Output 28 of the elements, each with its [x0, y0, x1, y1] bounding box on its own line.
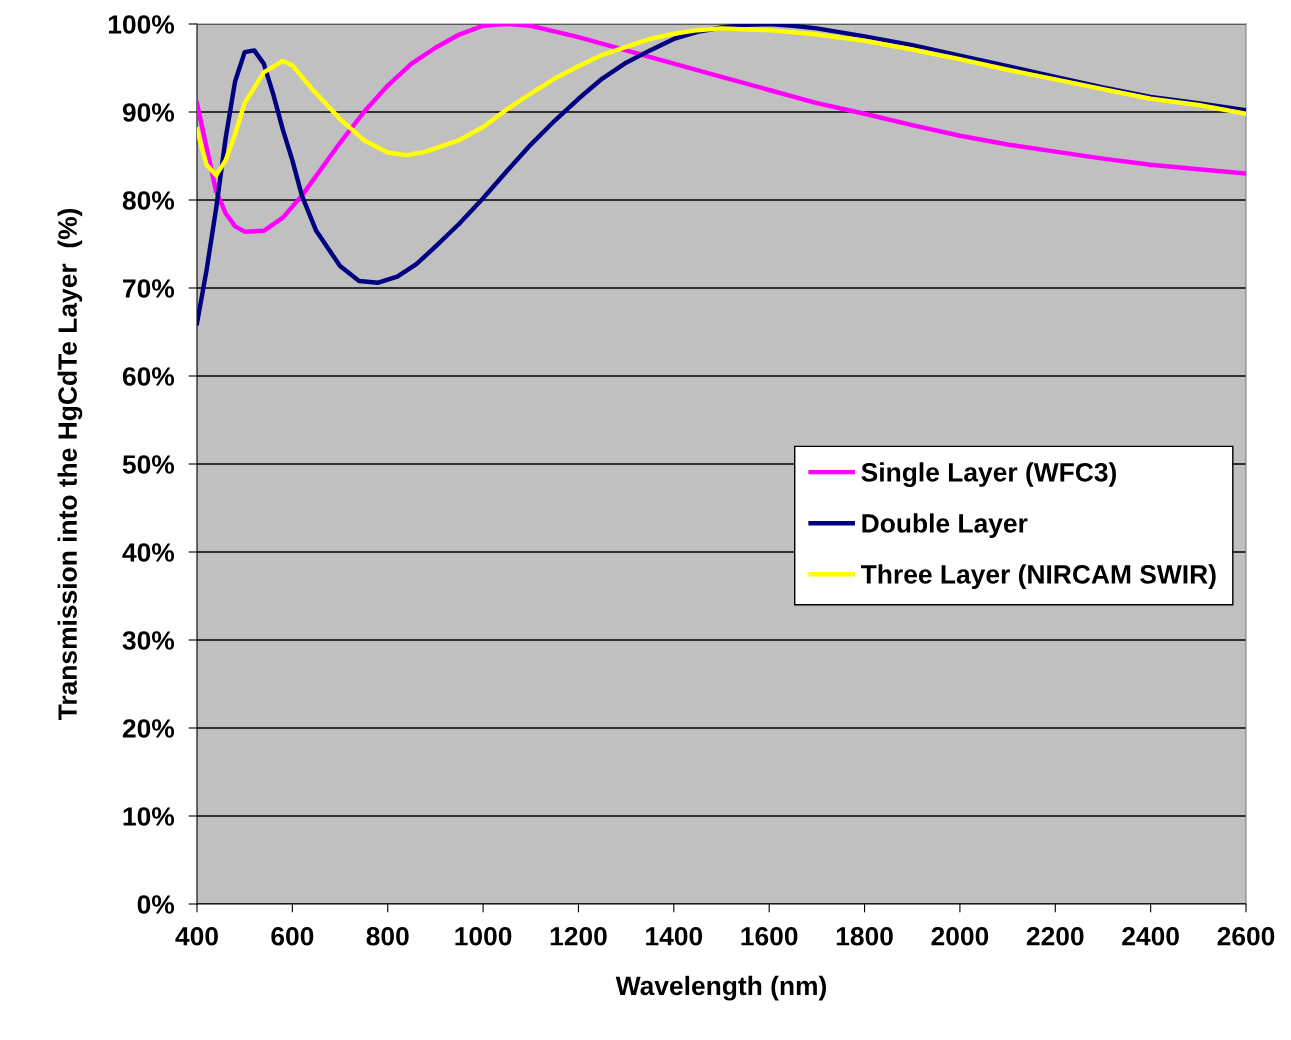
y-tick-label: 100%: [108, 15, 175, 34]
x-axis-title: Wavelength (nm): [615, 975, 826, 1001]
x-tick-label: 1600: [741, 926, 798, 946]
x-tick-label: 400: [175, 926, 218, 946]
y-tick-label: 10%: [123, 807, 175, 826]
y-tick-label: 30%: [122, 631, 175, 650]
y-tick-label: 70%: [123, 279, 175, 298]
x-tick-label: 2600: [1217, 926, 1275, 946]
y-tick-label: 20%: [122, 719, 175, 738]
x-tick-label: 2200: [1026, 926, 1084, 946]
y-tick-label: 40%: [122, 543, 175, 562]
legend-label: Double Layer: [862, 513, 1028, 538]
x-tick-label: 1200: [550, 926, 607, 946]
x-tick-label: 1400: [646, 926, 703, 946]
y-tick-label: 50%: [122, 455, 175, 474]
y-tick-label: 0%: [137, 895, 175, 914]
x-tick-label: 1800: [836, 926, 893, 946]
y-axis-title: Transmission into the HgCdTe Layer (%): [57, 208, 83, 721]
legend-label: Single Layer (WFC3): [861, 462, 1116, 487]
y-tick-label: 80%: [122, 191, 175, 210]
y-tick-label: 90%: [122, 103, 175, 122]
y-tick-label: 60%: [122, 367, 175, 386]
x-tick-label: 800: [366, 926, 409, 946]
x-tick-label: 2000: [931, 926, 989, 946]
x-tick-label: 1000: [455, 926, 512, 946]
legend-label: Three Layer (NIRCAM SWIR): [860, 564, 1216, 589]
x-tick-label: 2400: [1122, 926, 1179, 946]
x-tick-label: 600: [271, 926, 314, 946]
